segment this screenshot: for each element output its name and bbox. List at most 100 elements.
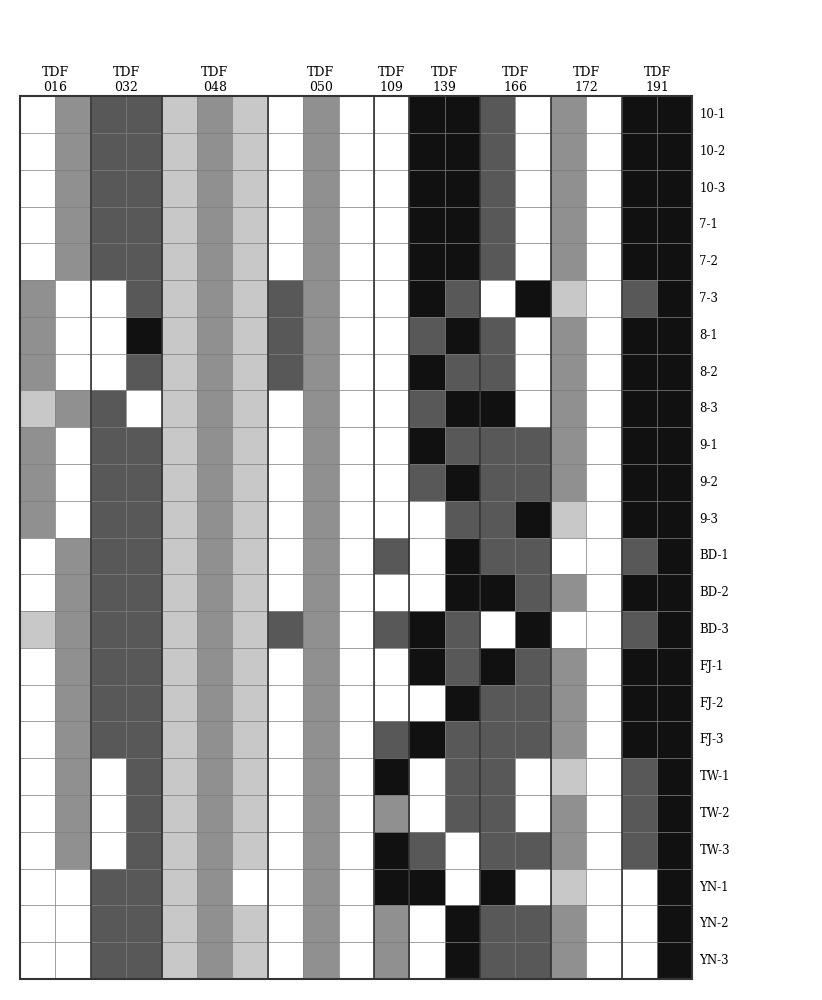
Bar — [20, 170, 55, 207]
Bar — [20, 207, 55, 243]
Bar — [233, 390, 268, 427]
Bar — [586, 96, 621, 133]
Bar — [621, 869, 657, 905]
Bar — [197, 280, 233, 317]
Bar — [126, 464, 162, 501]
Bar — [657, 721, 692, 758]
Bar — [339, 758, 374, 795]
Bar — [20, 685, 55, 721]
Bar — [233, 170, 268, 207]
Bar — [268, 243, 303, 280]
Bar — [515, 96, 551, 133]
Bar — [409, 280, 445, 317]
Bar — [445, 685, 480, 721]
Bar — [90, 685, 126, 721]
Bar — [197, 905, 233, 942]
Bar — [445, 243, 480, 280]
Bar — [409, 464, 445, 501]
Bar — [445, 317, 480, 354]
Bar — [303, 317, 339, 354]
Bar — [586, 869, 621, 905]
Bar — [55, 464, 90, 501]
Bar — [551, 942, 586, 979]
Bar — [551, 685, 586, 721]
Bar — [657, 758, 692, 795]
Bar — [551, 574, 586, 611]
Bar — [55, 648, 90, 685]
Bar — [55, 721, 90, 758]
Bar — [657, 464, 692, 501]
Bar — [480, 942, 515, 979]
Bar — [303, 280, 339, 317]
Bar — [409, 832, 445, 869]
Bar — [551, 207, 586, 243]
Bar — [621, 611, 657, 648]
Bar — [197, 942, 233, 979]
Bar — [409, 721, 445, 758]
Bar — [233, 243, 268, 280]
Bar — [445, 942, 480, 979]
Bar — [409, 538, 445, 574]
Bar — [339, 243, 374, 280]
Bar — [621, 538, 657, 574]
Bar — [90, 574, 126, 611]
Bar — [374, 207, 409, 243]
Bar — [657, 942, 692, 979]
Bar — [657, 538, 692, 574]
Bar — [90, 758, 126, 795]
Bar — [20, 427, 55, 464]
Bar — [621, 280, 657, 317]
Text: 9-1: 9-1 — [700, 439, 718, 452]
Bar — [445, 96, 480, 133]
Bar — [657, 611, 692, 648]
Bar — [233, 207, 268, 243]
Bar — [162, 354, 197, 390]
Bar — [551, 133, 586, 170]
Bar — [55, 170, 90, 207]
Bar — [480, 133, 515, 170]
Bar — [20, 905, 55, 942]
Bar — [55, 869, 90, 905]
Bar — [445, 869, 480, 905]
Bar — [445, 574, 480, 611]
Bar — [657, 317, 692, 354]
Bar — [551, 243, 586, 280]
Bar — [445, 501, 480, 538]
Bar — [480, 685, 515, 721]
Bar — [339, 795, 374, 832]
Bar — [55, 427, 90, 464]
Bar — [445, 832, 480, 869]
Bar — [621, 317, 657, 354]
Bar — [409, 133, 445, 170]
Bar — [551, 170, 586, 207]
Bar — [374, 354, 409, 390]
Bar — [303, 942, 339, 979]
Bar — [515, 611, 551, 648]
Bar — [55, 685, 90, 721]
Bar — [303, 721, 339, 758]
Bar — [126, 648, 162, 685]
Bar — [621, 501, 657, 538]
Text: BD-2: BD-2 — [700, 586, 729, 599]
Bar — [233, 869, 268, 905]
Bar — [586, 721, 621, 758]
Bar — [515, 390, 551, 427]
Bar — [126, 685, 162, 721]
Bar — [303, 207, 339, 243]
Bar — [409, 758, 445, 795]
Bar — [586, 685, 621, 721]
Bar — [551, 354, 586, 390]
Bar — [162, 721, 197, 758]
Bar — [445, 721, 480, 758]
Bar — [197, 390, 233, 427]
Bar — [586, 648, 621, 685]
Bar — [303, 869, 339, 905]
Bar — [339, 427, 374, 464]
Bar — [268, 464, 303, 501]
Bar — [90, 869, 126, 905]
Bar — [20, 832, 55, 869]
Text: TDF
032: TDF 032 — [113, 66, 140, 94]
Bar — [657, 685, 692, 721]
Text: TDF
048: TDF 048 — [201, 66, 229, 94]
Bar — [233, 501, 268, 538]
